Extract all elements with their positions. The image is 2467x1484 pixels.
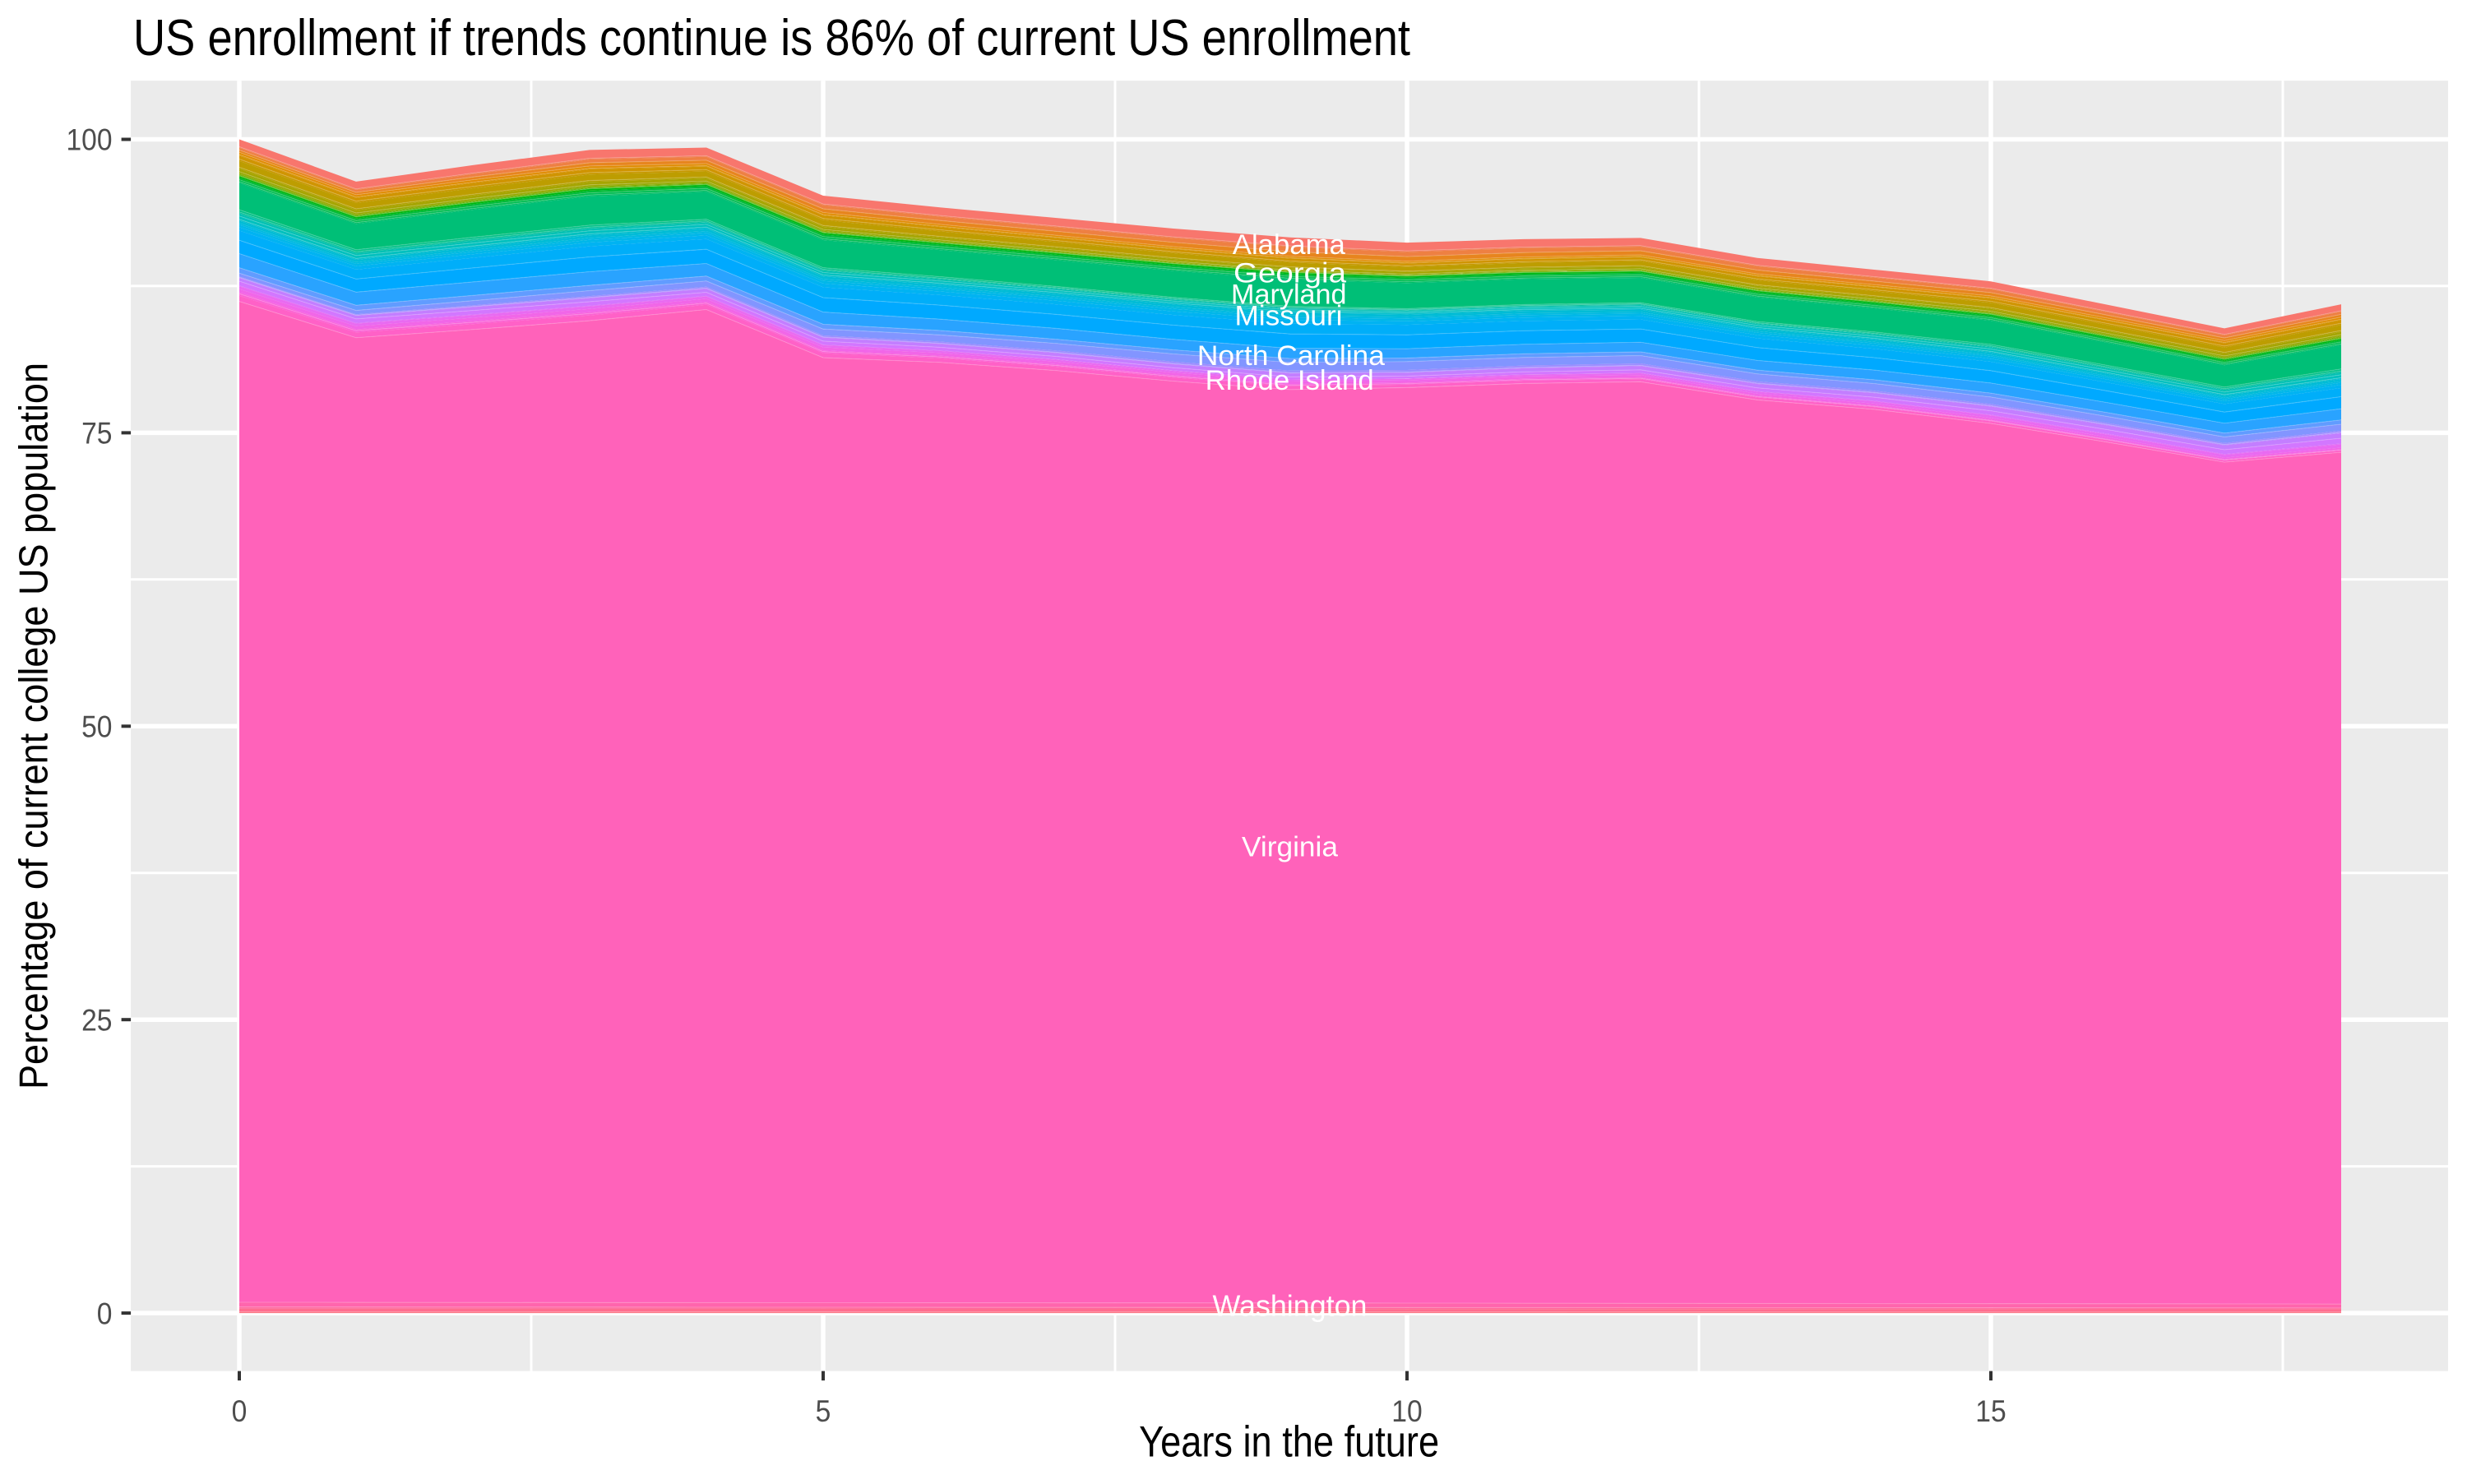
- svg-text:5: 5: [816, 1394, 831, 1428]
- svg-text:0: 0: [97, 1297, 113, 1330]
- svg-text:US enrollment if trends contin: US enrollment if trends continue is 86% …: [133, 10, 1410, 67]
- svg-text:Missouri: Missouri: [1235, 300, 1343, 331]
- svg-text:Maryland: Maryland: [1231, 279, 1347, 310]
- svg-text:Rhode Island: Rhode Island: [1206, 365, 1374, 396]
- svg-text:100: 100: [67, 123, 113, 157]
- svg-text:North Carolina: North Carolina: [1197, 340, 1386, 372]
- svg-text:Percentage of current college: Percentage of current college US populat…: [12, 363, 56, 1089]
- svg-text:Georgia: Georgia: [1234, 258, 1347, 289]
- svg-text:10: 10: [1391, 1394, 1422, 1428]
- svg-text:Years in the future: Years in the future: [1139, 1418, 1439, 1467]
- svg-text:50: 50: [81, 710, 112, 744]
- svg-text:15: 15: [1975, 1394, 2006, 1428]
- svg-text:Virginia: Virginia: [1242, 831, 1339, 862]
- svg-text:Washington: Washington: [1213, 1288, 1368, 1322]
- svg-text:0: 0: [232, 1394, 248, 1428]
- svg-text:75: 75: [81, 417, 112, 451]
- svg-text:25: 25: [81, 1003, 112, 1037]
- svg-text:Alabama: Alabama: [1233, 229, 1346, 261]
